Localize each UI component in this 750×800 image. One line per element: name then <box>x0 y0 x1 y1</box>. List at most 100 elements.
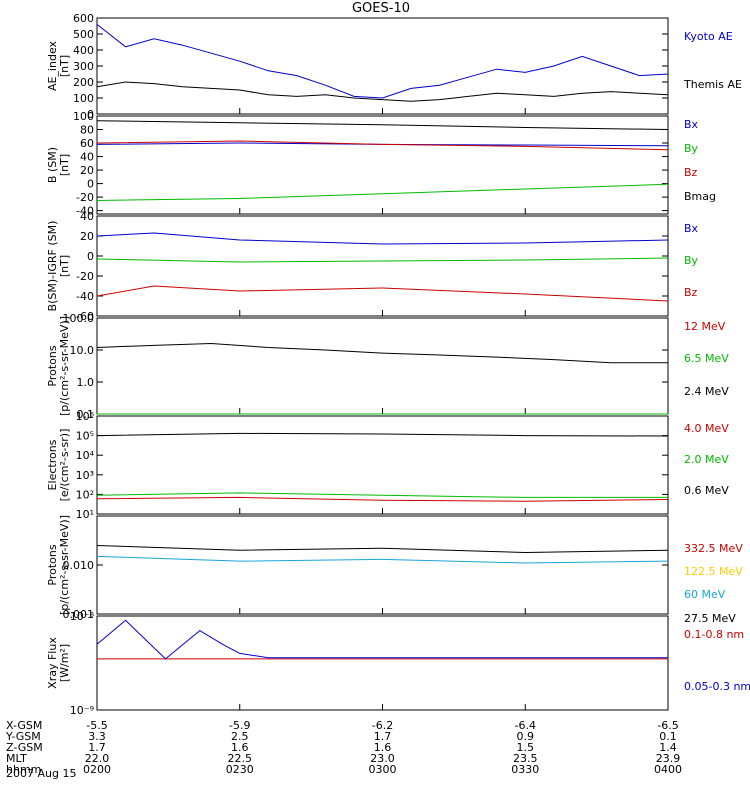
panel-protons_high: 0.001 0.010 Protons [p/(cm²-s-sr-MeV)] 332.5… <box>46 515 743 625</box>
xaxis-value: 1.7 <box>88 741 106 754</box>
ytick-label: 0 <box>87 178 94 191</box>
legend-entry: Bz <box>684 166 698 179</box>
series-line-bmag <box>96 120 669 131</box>
panel-frame <box>96 317 669 415</box>
ytick-label: 10⁵ <box>76 430 94 443</box>
ytick-label: 60 <box>80 137 94 150</box>
legend-entry: 6.5 MeV <box>684 352 729 365</box>
panel-frame <box>96 615 669 711</box>
ytick-label: 20 <box>80 230 94 243</box>
legend-entry: Bx <box>684 118 699 131</box>
xaxis-row-label: MLT <box>6 752 27 765</box>
xaxis-value: 3.3 <box>88 730 106 743</box>
xaxis-value: 23.5 <box>513 752 538 765</box>
ytick-label: 10¹ <box>76 508 94 521</box>
legend-entry: By <box>684 254 699 267</box>
xaxis-row-label: Z-GSM <box>6 741 43 754</box>
panel-xray: 10⁻⁹ 10⁻⁸ Xray Flux [W/m²] 0.1-0.8 nm 0.05-0.… <box>46 610 750 717</box>
ytick-label: -60 <box>76 310 94 323</box>
legend-entry: 12 MeV <box>684 320 726 333</box>
legend-entry: 0.05-0.3 nm <box>684 680 750 693</box>
ytick-label: 10.0 <box>70 344 95 357</box>
y-axis-label: [W/m²] <box>58 644 71 682</box>
series-line-0-6-mev <box>96 432 669 437</box>
ytick-label: 200 <box>73 76 94 89</box>
ytick-label: 0 <box>87 250 94 263</box>
y-axis-label: [p/(cm²-s-sr-MeV)] <box>58 316 71 416</box>
xaxis-value: 0.9 <box>517 730 535 743</box>
series-line-bz <box>96 285 669 302</box>
ytick-label: -20 <box>76 270 94 283</box>
ytick-label: 0 <box>87 108 94 121</box>
y-axis-label: [e/(cm²-s-sr)] <box>58 429 71 502</box>
y-axis-label: Electrons <box>46 439 59 490</box>
xaxis-value: 0230 <box>226 763 254 776</box>
xaxis-row-label: Y-GSM <box>5 730 41 743</box>
ytick-label: 40 <box>80 210 94 223</box>
ytick-label: 100 <box>73 92 94 105</box>
xaxis-value: 2.5 <box>231 730 249 743</box>
xaxis-value: 1.5 <box>517 741 535 754</box>
xaxis-value: 1.7 <box>374 730 392 743</box>
xaxis-value: 0300 <box>369 763 397 776</box>
ytick-label: 100 <box>73 110 94 123</box>
ytick-label: 10⁴ <box>76 449 95 462</box>
series-line-2-0-mev <box>96 492 668 498</box>
panel-b_igrf: 40 20 0 -20 -40 -60 B(SM)-IGRF (SM) [nT] Bx By Bz <box>46 210 699 323</box>
y-axis-label: B (SM) <box>46 147 59 183</box>
legend-entry: 332.5 MeV <box>684 542 743 555</box>
xaxis-value: 23.9 <box>656 752 681 765</box>
ytick-label: 10² <box>76 488 94 501</box>
xaxis-value: -6.5 <box>657 719 678 732</box>
legend-entry: Bmag <box>684 190 716 203</box>
series-line-by <box>96 183 669 201</box>
legend-entry: Bz <box>684 286 698 299</box>
legend-entry: Themis AE <box>683 78 742 91</box>
y-axis-label: B(SM)-IGRF (SM) <box>46 221 59 312</box>
series-line-2-4-mev <box>96 342 668 364</box>
xaxis-value: -5.5 <box>86 719 107 732</box>
ytick-label: 40 <box>80 151 94 164</box>
series-line-0-05-0-3-nm <box>96 619 668 660</box>
ytick-label: 500 <box>73 28 94 41</box>
xaxis-value: 1.6 <box>231 741 249 754</box>
y-axis-label: AE_index <box>46 40 59 91</box>
ytick-label: 1.0 <box>77 376 95 389</box>
series-line-60-mev <box>96 555 669 564</box>
ytick-label: -40 <box>76 290 94 303</box>
legend-entry: 60 MeV <box>684 588 726 601</box>
y-axis-label: [nT] <box>58 55 71 77</box>
y-axis-label: [p/(cm²-s-sr-MeV)] <box>58 515 71 615</box>
xaxis-value: 23.0 <box>370 752 395 765</box>
ytick-label: 10⁻⁹ <box>70 704 94 717</box>
xaxis-value: 22.0 <box>85 752 110 765</box>
ytick-label: 600 <box>73 12 94 25</box>
legend-entry: 0.6 MeV <box>684 484 729 497</box>
xaxis-row-label: X-GSM <box>6 719 42 732</box>
ytick-label: -40 <box>76 205 94 218</box>
xaxis-value: 0400 <box>654 763 682 776</box>
ytick-label: 10⁻⁸ <box>70 610 95 623</box>
ytick-label: 0.010 <box>63 559 95 572</box>
y-axis-label: [nT] <box>58 154 71 176</box>
xaxis-value: -5.9 <box>229 719 250 732</box>
legend-entry: 27.5 MeV <box>684 612 736 625</box>
series-line-4-0-mev <box>96 496 669 502</box>
ytick-label: 300 <box>73 60 94 73</box>
legend-entry: 2.0 MeV <box>684 453 729 466</box>
panel-protons_low: 0.1 1.0 10.0 100.0 Protons [p/(cm²-s-sr-MeV)]… <box>46 312 729 421</box>
ytick-label: -20 <box>76 191 94 204</box>
ytick-label: 100.0 <box>63 312 95 325</box>
xaxis-value: 0200 <box>83 763 111 776</box>
ytick-label: 400 <box>73 44 94 57</box>
y-axis-label: Protons <box>46 544 59 585</box>
series-line-themis-ae <box>96 81 669 102</box>
xaxis-value: -6.2 <box>372 719 393 732</box>
y-axis-label: [nT] <box>58 255 71 277</box>
xaxis-value: 1.6 <box>374 741 392 754</box>
series-line-kyoto-ae <box>96 24 669 99</box>
panel-frame <box>96 515 669 615</box>
